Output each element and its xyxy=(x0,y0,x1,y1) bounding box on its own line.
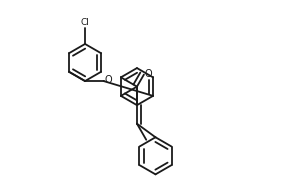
Text: Cl: Cl xyxy=(81,18,89,27)
Text: O: O xyxy=(145,69,153,79)
Text: O: O xyxy=(105,75,112,85)
